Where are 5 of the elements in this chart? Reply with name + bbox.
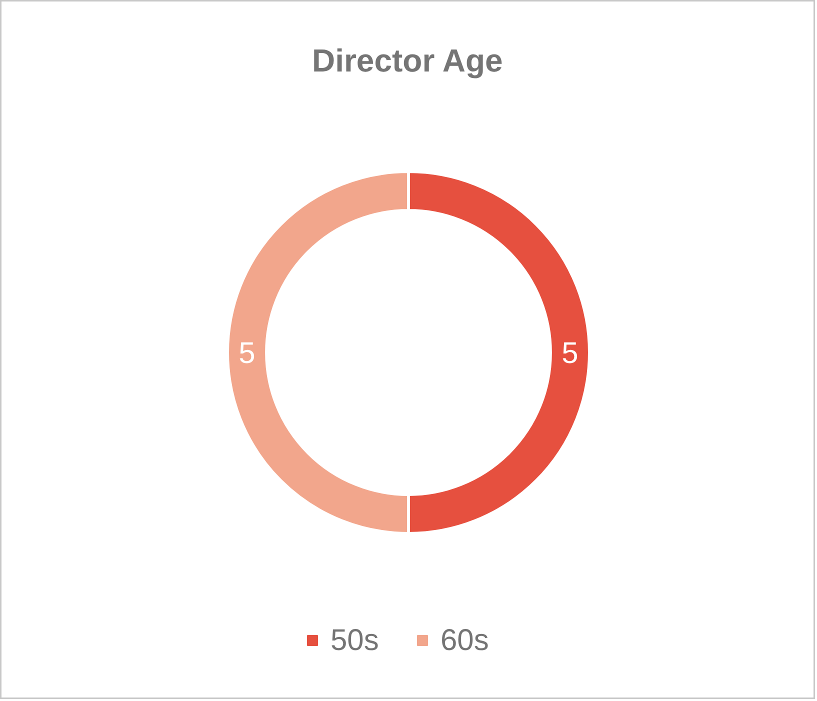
legend-label: 60s bbox=[440, 624, 489, 657]
chart-title: Director Age bbox=[312, 42, 503, 78]
legend-label: 50s bbox=[330, 624, 379, 657]
data-label: 5 bbox=[562, 337, 578, 370]
data-label: 5 bbox=[238, 337, 256, 370]
